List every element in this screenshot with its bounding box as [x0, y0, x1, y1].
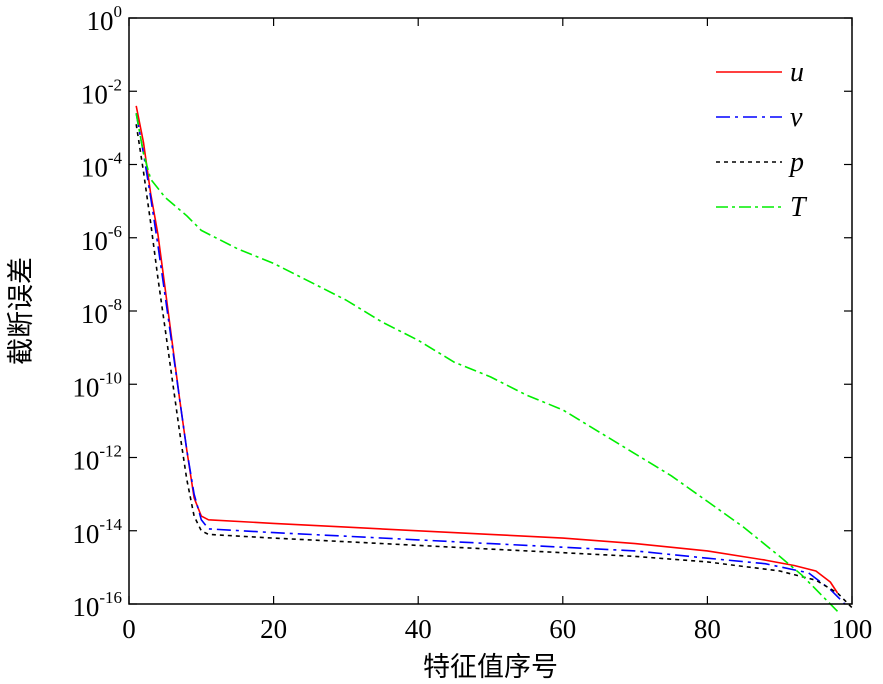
legend-label-v: v [790, 102, 803, 133]
y-tick-label: 10-6 [81, 222, 122, 256]
y-tick-label: 10-4 [81, 149, 123, 183]
plot-frame [128, 17, 853, 605]
y-tick-label: 10-8 [81, 295, 122, 329]
y-tick-label: 10-12 [72, 442, 122, 476]
y-tick-labels: 100 10-2 10-4 10-6 10-8 10-10 10-12 10-14 10-16 [72, 2, 122, 622]
x-tick-labels: 0 20 40 60 80 100 [122, 614, 872, 644]
y-tick-label: 100 [87, 2, 123, 36]
y-tick-label: 10-14 [72, 515, 122, 549]
y-tick-label: 10-16 [72, 588, 122, 622]
x-tick-label: 100 [832, 614, 873, 644]
x-tick-label: 20 [260, 614, 287, 644]
series-line-v [135, 113, 846, 605]
series-layer [135, 105, 853, 612]
x-axis-label: 特征值序号 [423, 652, 558, 683]
series-line-T [135, 113, 839, 612]
y-tick-label: 10-2 [81, 75, 122, 109]
legend-label-u: u [790, 57, 804, 88]
y-axis-label: 截断误差 [6, 257, 37, 365]
x-tick-label: 40 [405, 614, 432, 644]
legend-label-T: T [790, 192, 808, 223]
x-tick-label: 0 [122, 614, 136, 644]
series-line-u [135, 105, 839, 594]
x-tick-label: 60 [549, 614, 576, 644]
y-tick-label: 10-10 [72, 368, 122, 402]
x-tick-label: 80 [694, 614, 721, 644]
legend-label-p: p [788, 147, 804, 178]
ticks-layer [128, 17, 853, 605]
